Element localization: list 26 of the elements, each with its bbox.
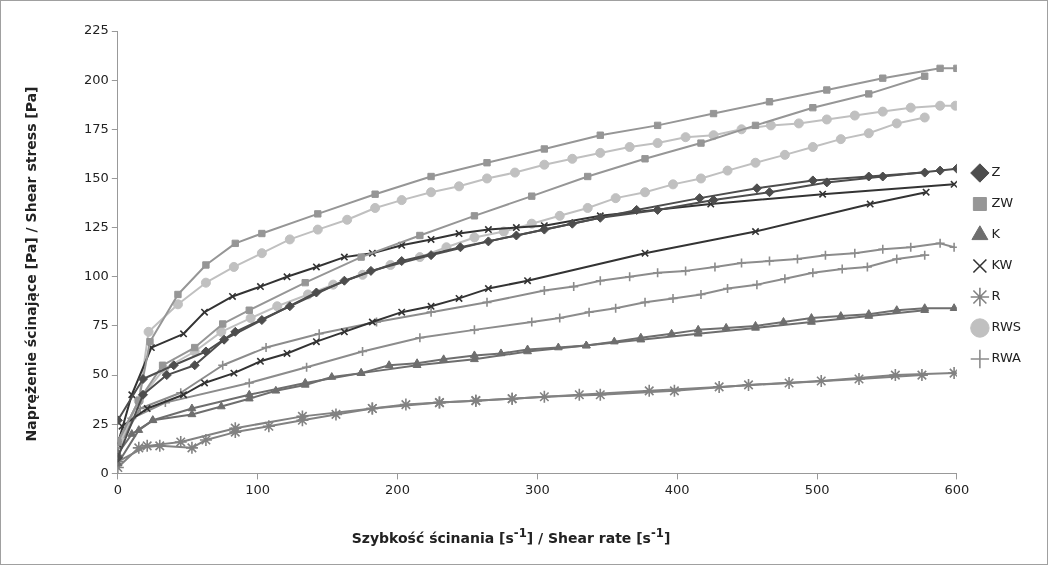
y-axis-title: Naprężenie ścinające [Pa] / Shear stress [Pa] <box>23 85 39 444</box>
legend-label: RWA <box>991 350 1022 366</box>
y-tick-label: 125 <box>83 219 109 234</box>
y-tick-label: 175 <box>83 120 109 136</box>
x-tick-label: 500 <box>804 481 830 497</box>
x-tick-label: 200 <box>385 481 410 497</box>
legend-label: ZW <box>991 195 1014 211</box>
legend-label: K <box>991 226 1001 242</box>
y-tick-label: 150 <box>83 169 109 185</box>
y-tick-label: 0 <box>100 464 109 480</box>
y-tick-label: 100 <box>83 268 109 284</box>
x-tick-label: 600 <box>944 481 970 497</box>
legend-label: Z <box>991 164 1001 180</box>
x-tick-label: 300 <box>524 481 550 497</box>
y-tick-label: 50 <box>92 366 109 382</box>
y-tick-label: 200 <box>83 71 109 87</box>
x-axis-title: Szybkość ścinania [s$^{-1}$] / Shear rate [s$^{-1}$] <box>350 526 672 546</box>
x-tick-label: 0 <box>113 481 122 497</box>
legend-label: RWS <box>991 319 1022 335</box>
legend-label: R <box>991 288 1001 304</box>
y-tick-label: 75 <box>92 317 109 333</box>
y-tick-label: 225 <box>83 22 109 38</box>
x-tick-label: 100 <box>245 481 271 497</box>
y-tick-label: 25 <box>92 415 109 431</box>
x-tick-label: 400 <box>664 481 690 497</box>
legend-label: KW <box>991 257 1013 273</box>
